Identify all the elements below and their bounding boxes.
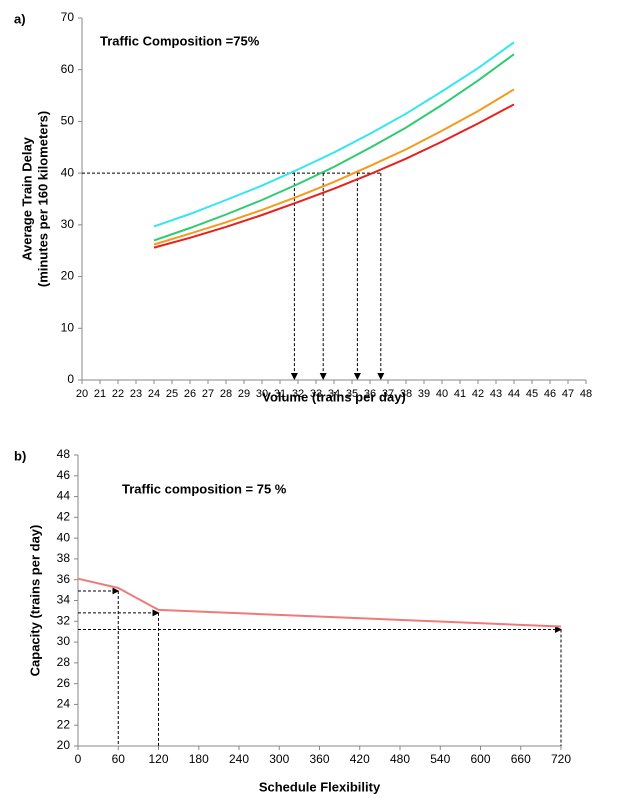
y-axis-title: Average Train Delay [19,136,34,261]
y-tick-label: 28 [57,655,71,669]
series-line [153,88,515,246]
y-tick-label: 20 [57,738,71,752]
x-tick-label: 26 [184,388,196,400]
x-tick-label: 36 [364,388,376,400]
y-tick-label: 42 [57,510,71,524]
y-tick-label: 10 [61,320,75,334]
x-tick-label: 47 [562,388,574,400]
x-tick-label: 22 [112,388,124,400]
x-tick-label: 540 [430,752,450,766]
panel-label: b) [14,448,26,463]
y-tick-label: 36 [57,572,71,586]
x-tick-label: 31 [274,388,286,400]
x-tick-label: 120 [148,752,168,766]
series-line [153,103,515,249]
y-tick-label: 30 [57,634,71,648]
x-tick-label: 25 [166,388,178,400]
annotation: Traffic composition = 75 % [122,481,287,496]
y-tick-label: 48 [57,447,71,461]
y-tick-label: 38 [57,551,71,565]
x-tick-label: 37 [382,388,394,400]
x-tick-label: 20 [76,388,88,400]
x-tick-label: 21 [94,388,106,400]
series-line [153,53,515,242]
x-tick-label: 420 [350,752,370,766]
x-tick-label: 34 [328,388,340,400]
y-tick-label: 34 [57,593,71,607]
y-tick-label: 0 [67,372,74,386]
x-tick-label: 30 [256,388,268,400]
y-tick-label: 60 [61,62,75,76]
y-tick-label: 46 [57,468,71,482]
x-tick-label: 24 [148,388,160,400]
y-tick-label: 50 [61,114,75,128]
x-tick-label: 23 [130,388,142,400]
y-axis-title: Capacity (trains per day) [27,525,42,677]
x-tick-label: 38 [400,388,412,400]
y-axis-title: (minutes per 160 kilometers) [35,111,50,287]
y-tick-label: 26 [57,676,71,690]
y-tick-label: 40 [61,165,75,179]
x-tick-label: 48 [580,388,592,400]
x-tick-label: 44 [508,388,520,400]
x-tick-label: 660 [511,752,531,766]
y-tick-label: 70 [61,10,75,24]
x-tick-label: 42 [472,388,484,400]
x-tick-label: 360 [309,752,329,766]
x-tick-label: 35 [346,388,358,400]
x-tick-label: 39 [418,388,430,400]
series-line [153,41,515,228]
annotation: Traffic Composition =75% [100,33,260,48]
x-tick-label: 41 [454,388,466,400]
x-tick-label: 40 [436,388,448,400]
y-tick-label: 24 [57,697,71,711]
x-tick-label: 60 [112,752,126,766]
x-tick-label: 300 [269,752,289,766]
y-tick-label: 40 [57,530,71,544]
panel-label: a) [14,11,26,26]
y-tick-label: 44 [57,489,71,503]
series-line [77,577,562,628]
x-tick-label: 32 [292,388,304,400]
x-tick-label: 33 [310,388,322,400]
x-axis-title: Volume (trains per day) [262,389,406,404]
y-tick-label: 22 [57,717,71,731]
y-tick-label: 32 [57,613,71,627]
y-tick-label: 30 [61,217,75,231]
x-tick-label: 45 [526,388,538,400]
x-tick-label: 0 [75,752,82,766]
x-tick-label: 240 [229,752,249,766]
x-tick-label: 29 [238,388,250,400]
y-tick-label: 20 [61,269,75,283]
x-axis-title: Schedule Flexibility [259,779,381,794]
x-tick-label: 46 [544,388,556,400]
x-tick-label: 600 [470,752,490,766]
x-tick-label: 27 [202,388,214,400]
x-tick-label: 180 [189,752,209,766]
x-tick-label: 480 [390,752,410,766]
x-tick-label: 28 [220,388,232,400]
x-tick-label: 720 [551,752,571,766]
x-tick-label: 43 [490,388,502,400]
